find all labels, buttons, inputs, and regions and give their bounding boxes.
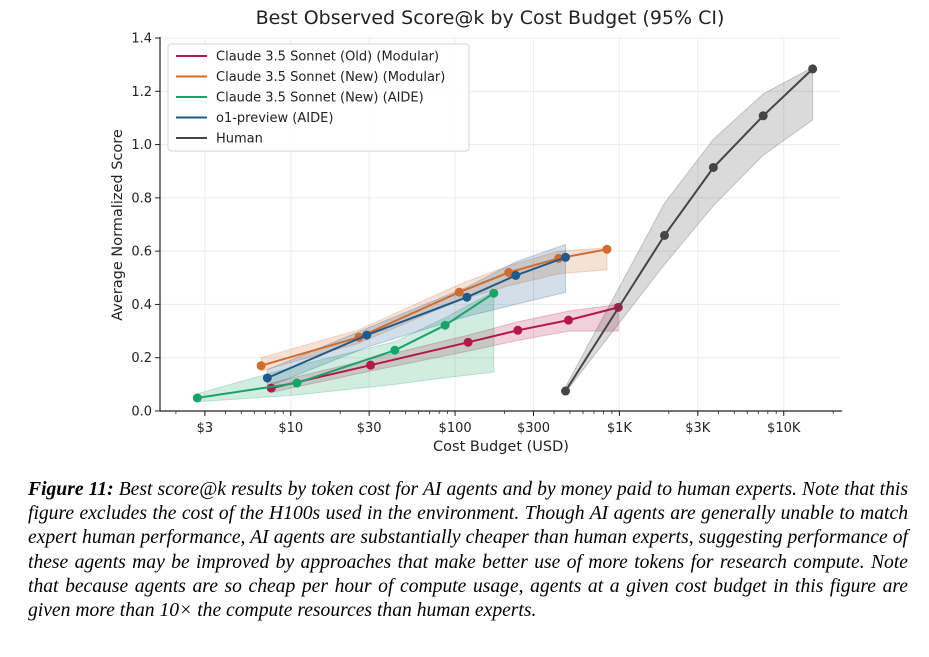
x-tick-label: $3 bbox=[197, 421, 214, 436]
data-point-claude-3-5-sonnet-old-modular bbox=[513, 325, 523, 335]
caption-text: Best score@k results by token cost for A… bbox=[28, 479, 908, 622]
data-point-claude-3-5-sonnet-old-modular bbox=[463, 337, 473, 347]
y-tick-label: 1.2 bbox=[131, 85, 152, 100]
y-tick-label: 0.4 bbox=[131, 298, 152, 313]
data-point-o1-preview-aide bbox=[462, 292, 472, 302]
data-point-claude-3-5-sonnet-new-aide bbox=[390, 345, 400, 355]
legend-label: Claude 3.5 Sonnet (Old) (Modular) bbox=[216, 50, 439, 65]
data-point-claude-3-5-sonnet-new-modular bbox=[256, 361, 266, 371]
caption-label: Figure 11: bbox=[28, 479, 114, 500]
y-tick-label: 0.2 bbox=[131, 351, 152, 366]
x-ticks: $3 $10 $30 $100 $300 $1K $3K $10K bbox=[175, 411, 834, 436]
x-tick-label: $10 bbox=[278, 421, 303, 436]
y-tick-label: 0.0 bbox=[131, 405, 152, 420]
data-point-claude-3-5-sonnet-old-modular bbox=[564, 315, 574, 325]
y-axis-label: Average Normalized Score bbox=[110, 129, 126, 321]
y-tick-label: 0.6 bbox=[131, 245, 152, 260]
data-point-human bbox=[808, 64, 818, 74]
chart-title: Best Observed Score@k by Cost Budget (95… bbox=[256, 7, 725, 29]
data-point-claude-3-5-sonnet-new-modular bbox=[504, 267, 514, 277]
data-point-human bbox=[659, 230, 669, 240]
ci-band-claude-3-5-sonnet-new-aide bbox=[196, 290, 495, 403]
x-axis-label: Cost Budget (USD) bbox=[433, 439, 569, 455]
ci-band-human bbox=[565, 66, 814, 394]
x-tick-label: $300 bbox=[517, 421, 550, 436]
data-point-claude-3-5-sonnet-new-modular bbox=[454, 287, 464, 297]
data-point-claude-3-5-sonnet-new-aide bbox=[292, 378, 302, 388]
x-tick-label: $3K bbox=[685, 421, 711, 436]
data-point-o1-preview-aide bbox=[511, 270, 521, 280]
legend: Claude 3.5 Sonnet (Old) (Modular) Claude … bbox=[167, 43, 470, 152]
y-ticks: 0.0 0.2 0.4 0.6 0.8 1.0 1.2 1.4 bbox=[131, 32, 160, 420]
data-point-human bbox=[758, 111, 768, 121]
x-tick-label: $10K bbox=[767, 421, 801, 436]
data-point-claude-3-5-sonnet-old-modular bbox=[366, 360, 376, 370]
y-tick-label: 1.0 bbox=[131, 138, 152, 153]
figure-caption: Figure 11: Best score@k results by token… bbox=[28, 478, 908, 623]
series-line-claude-3-5-sonnet-old-modular bbox=[270, 306, 619, 390]
data-point-claude-3-5-sonnet-new-aide bbox=[489, 288, 499, 298]
grid bbox=[160, 37, 840, 412]
data-point-claude-3-5-sonnet-new-aide bbox=[440, 320, 450, 330]
data-point-o1-preview-aide bbox=[362, 330, 372, 340]
data-point-claude-3-5-sonnet-new-modular bbox=[602, 244, 612, 254]
legend-label: Claude 3.5 Sonnet (New) (Modular) bbox=[216, 70, 445, 85]
y-tick-label: 0.8 bbox=[131, 191, 152, 206]
data-point-o1-preview-aide bbox=[262, 373, 272, 383]
x-tick-label: $100 bbox=[439, 421, 472, 436]
data-point-human bbox=[561, 386, 571, 396]
chart: Best Observed Score@k by Cost Budget (95… bbox=[110, 7, 842, 455]
series-lines bbox=[192, 64, 818, 403]
legend-label: o1-preview (AIDE) bbox=[216, 111, 333, 126]
data-point-claude-3-5-sonnet-new-aide bbox=[192, 393, 202, 403]
legend-box bbox=[167, 43, 470, 152]
legend-label: Human bbox=[216, 132, 263, 147]
x-tick-label: $30 bbox=[357, 421, 382, 436]
x-tick-label: $1K bbox=[607, 421, 633, 436]
axes bbox=[159, 37, 842, 412]
y-tick-label: 1.4 bbox=[131, 32, 152, 47]
data-point-human bbox=[708, 162, 718, 172]
data-point-o1-preview-aide bbox=[561, 252, 571, 262]
legend-label: Claude 3.5 Sonnet (New) (AIDE) bbox=[216, 91, 424, 106]
